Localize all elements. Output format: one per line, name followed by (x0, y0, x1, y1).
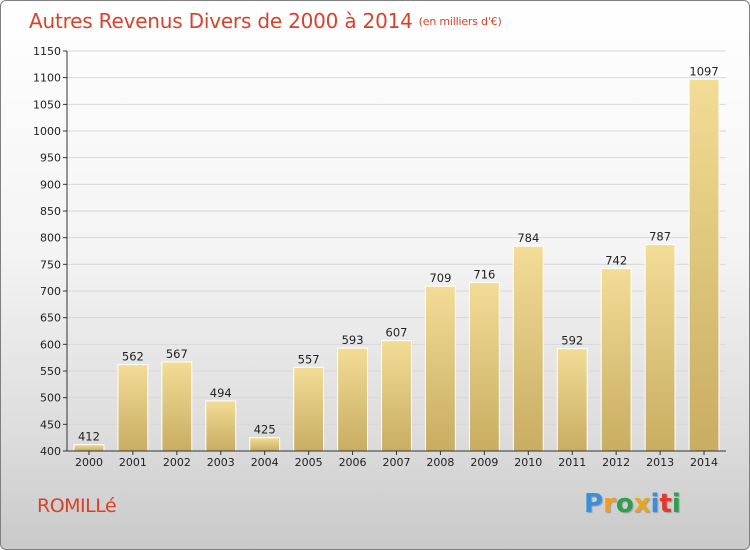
x-tick-label: 2008 (426, 456, 454, 469)
bar (644, 244, 676, 452)
y-tick-label: 400 (40, 445, 61, 458)
data-label: 716 (473, 267, 495, 281)
x-tick-label: 2010 (514, 456, 542, 469)
y-tick-label: 1050 (33, 98, 61, 111)
data-label: 412 (78, 430, 100, 444)
data-label: 709 (429, 271, 451, 285)
x-tick-label: 2005 (295, 456, 323, 469)
labels: 400 450 500 550 600 650 700 750 800 850 900 950 1000… (33, 45, 719, 469)
data-label: 742 (605, 254, 627, 268)
bar (293, 366, 325, 452)
x-tick-label: 2011 (558, 456, 586, 469)
y-tick-label: 850 (40, 205, 61, 218)
y-tick-label: 1100 (33, 72, 61, 85)
y-tick-label: 950 (40, 152, 61, 165)
logo-letter: t (659, 489, 672, 519)
x-tick-label: 2006 (339, 456, 367, 469)
axes (63, 50, 726, 455)
commune-name: ROMILLé (37, 495, 117, 517)
data-label: 425 (254, 423, 276, 437)
logo-letter: i (650, 489, 660, 519)
y-tick-label: 900 (40, 178, 61, 191)
chart-title-unit: (en milliers d'€) (418, 15, 502, 28)
data-label: 557 (298, 352, 320, 366)
y-tick-label: 650 (40, 312, 61, 325)
logo-letter: x (633, 489, 651, 519)
data-label: 592 (561, 334, 583, 348)
chart-title: Autres Revenus Divers de 2000 à 2014 (en … (29, 9, 502, 33)
x-tick-label: 2003 (207, 456, 235, 469)
y-tick-label: 550 (40, 365, 61, 378)
bar (688, 78, 720, 452)
logo-letter: i (671, 489, 681, 519)
x-tick-label: 2001 (119, 456, 147, 469)
x-tick-label: 2014 (690, 456, 718, 469)
y-tick-label: 1000 (33, 125, 61, 138)
y-tick-label: 700 (40, 285, 61, 298)
data-label: 562 (122, 350, 144, 364)
x-tick-label: 2000 (75, 456, 103, 469)
logo-letter: r (603, 489, 616, 519)
data-label: 787 (649, 230, 671, 244)
chart-title-text: Autres Revenus Divers de 2000 à 2014 (29, 9, 413, 33)
bar (73, 444, 105, 452)
data-label: 1097 (689, 64, 718, 78)
bar (381, 340, 412, 452)
y-tick-label: 600 (40, 338, 61, 351)
x-tick-label: 2009 (470, 456, 498, 469)
proxiti-logo: Proxiti (584, 489, 681, 519)
bar (512, 245, 544, 452)
y-tick-label: 800 (40, 232, 61, 245)
bar (556, 348, 588, 452)
logo-letter: o (615, 489, 634, 519)
bar (337, 347, 369, 452)
bar (249, 437, 281, 452)
x-tick-label: 2002 (163, 456, 191, 469)
bar (468, 281, 500, 452)
y-tick-label: 450 (40, 418, 61, 431)
y-tick-label: 500 (40, 392, 61, 405)
x-tick-label: 2013 (646, 456, 674, 469)
bar (205, 400, 237, 452)
bar (600, 268, 632, 452)
data-label: 593 (342, 333, 364, 347)
bar (161, 361, 193, 452)
logo-letter: P (584, 489, 604, 519)
x-tick-label: 2004 (251, 456, 279, 469)
x-tick-label: 2007 (383, 456, 411, 469)
y-tick-label: 1150 (33, 45, 61, 58)
data-label: 607 (386, 326, 408, 340)
bars (73, 78, 720, 452)
data-label: 494 (210, 386, 232, 400)
data-label: 784 (517, 231, 539, 245)
data-label: 567 (166, 347, 188, 361)
bar (424, 285, 456, 452)
y-tick-label: 750 (40, 258, 61, 271)
bar (117, 364, 149, 452)
x-tick-label: 2012 (602, 456, 630, 469)
